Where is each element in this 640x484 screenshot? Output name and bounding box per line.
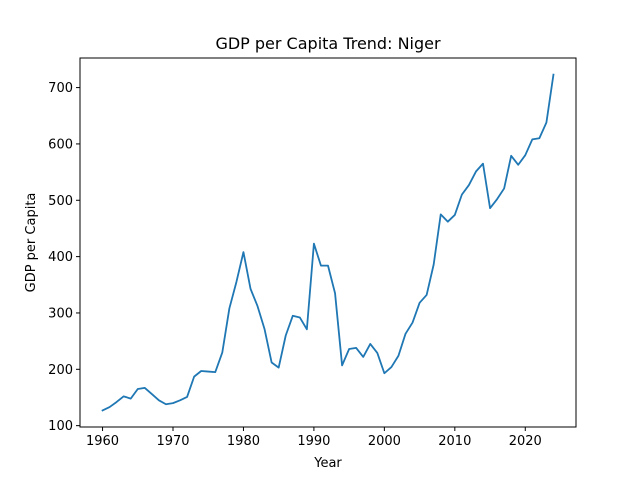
series-layer [101,73,555,412]
y-tick-label: 600 [48,137,73,152]
x-axis-label: Year [313,456,342,471]
y-tick-label: 100 [48,419,73,434]
x-tick-label: 1960 [86,434,119,449]
y-tick-label: 700 [48,81,73,96]
plot-area [80,58,576,427]
chart-title: GDP per Capita Trend: Niger [215,34,441,53]
x-tick-label: 1990 [297,434,330,449]
plot-frame [79,57,577,428]
y-tick-label: 400 [48,250,73,265]
y-axis-label: GDP per Capita [24,193,39,293]
x-tick-label: 1980 [227,434,260,449]
x-tick-label: 2000 [368,434,401,449]
y-tick-label: 200 [48,363,73,378]
y-tick-label: 500 [48,194,73,209]
y-tick-label: 300 [48,306,73,321]
x-tick-label: 2010 [438,434,471,449]
x-tick-label: 2020 [509,434,542,449]
x-axis-ticks: 1960 1970 1980 1990 2000 2010 2020 [86,427,542,449]
series-line [101,73,555,412]
x-tick-label: 1970 [156,434,189,449]
y-axis-ticks: 100 200 300 400 500 600 700 [48,81,80,434]
